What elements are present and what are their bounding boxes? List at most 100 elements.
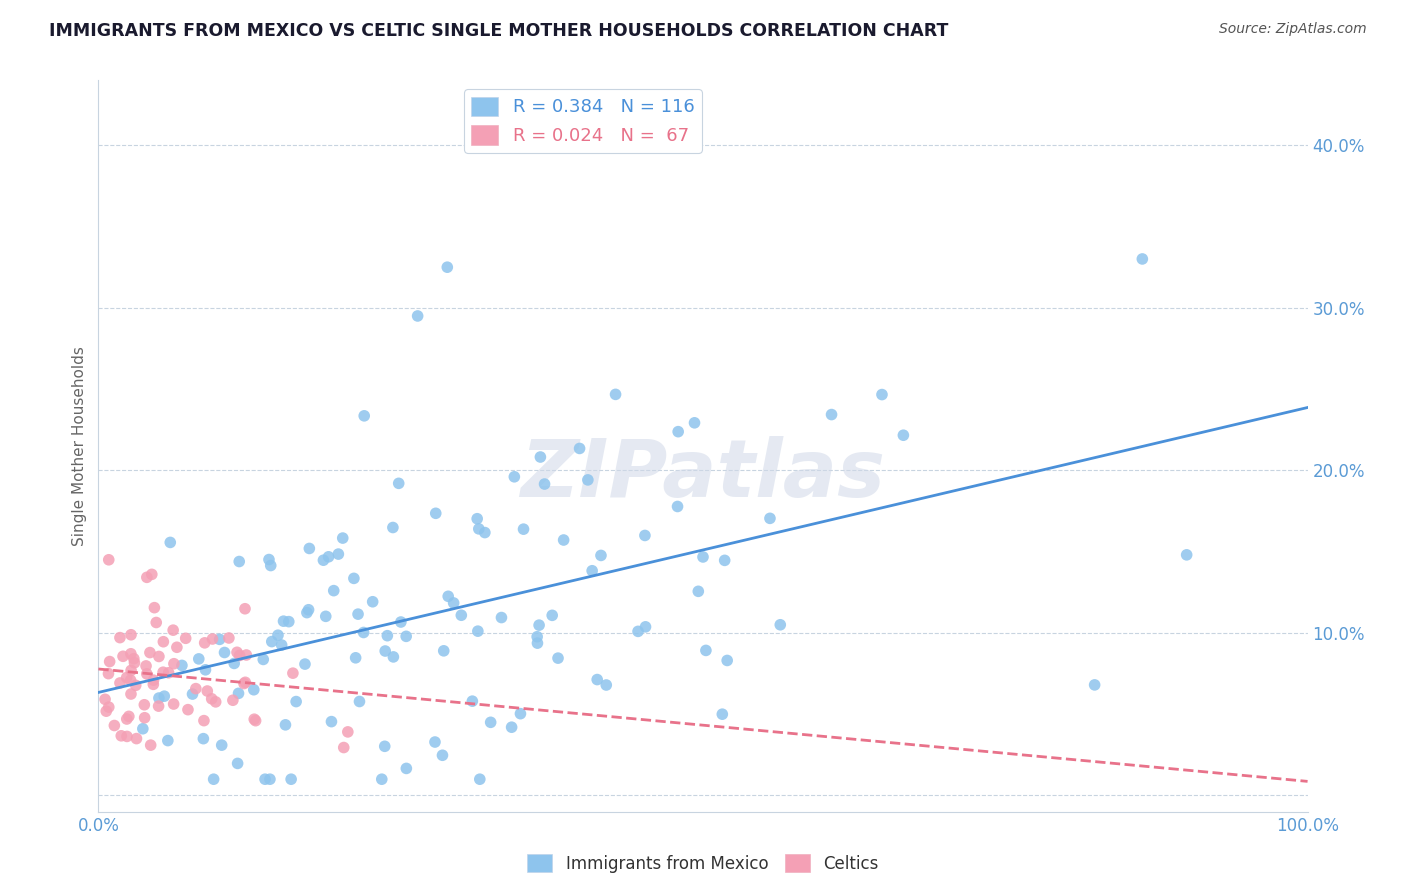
Point xyxy=(195,684,218,698)
Point xyxy=(134,711,156,725)
Point xyxy=(267,628,290,642)
Point xyxy=(406,309,429,323)
Point xyxy=(152,665,174,680)
Point xyxy=(294,657,316,672)
Point xyxy=(228,555,250,569)
Point xyxy=(280,772,302,787)
Point xyxy=(163,697,186,711)
Point xyxy=(218,631,240,645)
Point xyxy=(142,673,165,688)
Point xyxy=(148,699,170,714)
Point xyxy=(97,553,120,567)
Point xyxy=(222,693,245,707)
Point xyxy=(139,738,162,752)
Point xyxy=(433,644,456,658)
Point xyxy=(423,735,446,749)
Point xyxy=(695,643,717,657)
Point xyxy=(235,648,257,662)
Point xyxy=(374,739,396,754)
Point xyxy=(436,260,458,275)
Point xyxy=(270,638,292,652)
Text: Source: ZipAtlas.com: Source: ZipAtlas.com xyxy=(1219,22,1367,37)
Point xyxy=(371,772,394,787)
Point xyxy=(277,615,299,629)
Point xyxy=(148,649,170,664)
Point xyxy=(381,520,404,534)
Point xyxy=(125,731,148,746)
Point xyxy=(259,772,281,787)
Point xyxy=(226,756,249,771)
Point xyxy=(135,666,157,681)
Point xyxy=(526,630,548,644)
Point xyxy=(389,615,412,629)
Point xyxy=(347,607,370,621)
Point xyxy=(450,608,472,623)
Point xyxy=(361,595,384,609)
Point xyxy=(353,625,375,640)
Point xyxy=(108,631,131,645)
Point xyxy=(228,686,250,700)
Point xyxy=(211,738,233,752)
Point xyxy=(605,387,627,401)
Point xyxy=(315,609,337,624)
Point xyxy=(474,525,496,540)
Point xyxy=(177,703,200,717)
Point xyxy=(589,549,612,563)
Point xyxy=(1084,678,1107,692)
Point xyxy=(297,603,319,617)
Point xyxy=(214,645,236,659)
Point xyxy=(98,655,121,669)
Point xyxy=(145,615,167,630)
Point xyxy=(228,648,250,663)
Point xyxy=(586,673,609,687)
Point xyxy=(120,647,142,661)
Point xyxy=(318,549,340,564)
Point xyxy=(233,675,256,690)
Point xyxy=(257,552,280,566)
Point xyxy=(581,564,603,578)
Point xyxy=(353,409,375,423)
Point xyxy=(425,506,447,520)
Point xyxy=(547,651,569,665)
Point xyxy=(285,695,308,709)
Point xyxy=(349,694,371,708)
Point xyxy=(120,673,142,688)
Point xyxy=(683,416,706,430)
Point xyxy=(159,535,181,549)
Point xyxy=(893,428,915,442)
Point xyxy=(142,677,165,691)
Text: IMMIGRANTS FROM MEXICO VS CELTIC SINGLE MOTHER HOUSEHOLDS CORRELATION CHART: IMMIGRANTS FROM MEXICO VS CELTIC SINGLE … xyxy=(49,22,949,40)
Point xyxy=(595,678,617,692)
Point xyxy=(666,425,689,439)
Point xyxy=(479,715,502,730)
Point xyxy=(468,772,491,787)
Point xyxy=(233,601,256,615)
Point xyxy=(118,709,141,723)
Point xyxy=(224,657,246,671)
Point xyxy=(533,477,555,491)
Point xyxy=(634,528,657,542)
Point xyxy=(152,634,174,648)
Point xyxy=(108,676,131,690)
Point xyxy=(332,531,354,545)
Point xyxy=(553,533,575,547)
Point xyxy=(125,678,148,692)
Point xyxy=(135,570,157,584)
Point xyxy=(193,714,215,728)
Point xyxy=(243,682,266,697)
Point xyxy=(692,549,714,564)
Point xyxy=(233,676,256,690)
Point xyxy=(281,666,304,681)
Legend: Immigrants from Mexico, Celtics: Immigrants from Mexico, Celtics xyxy=(520,847,886,880)
Point xyxy=(328,547,350,561)
Point xyxy=(162,623,184,637)
Point xyxy=(111,649,134,664)
Point xyxy=(273,614,295,628)
Point xyxy=(512,522,534,536)
Point xyxy=(716,653,738,667)
Point xyxy=(568,442,591,456)
Point xyxy=(208,632,231,647)
Point xyxy=(1130,252,1153,266)
Point xyxy=(201,632,224,646)
Point xyxy=(120,628,142,642)
